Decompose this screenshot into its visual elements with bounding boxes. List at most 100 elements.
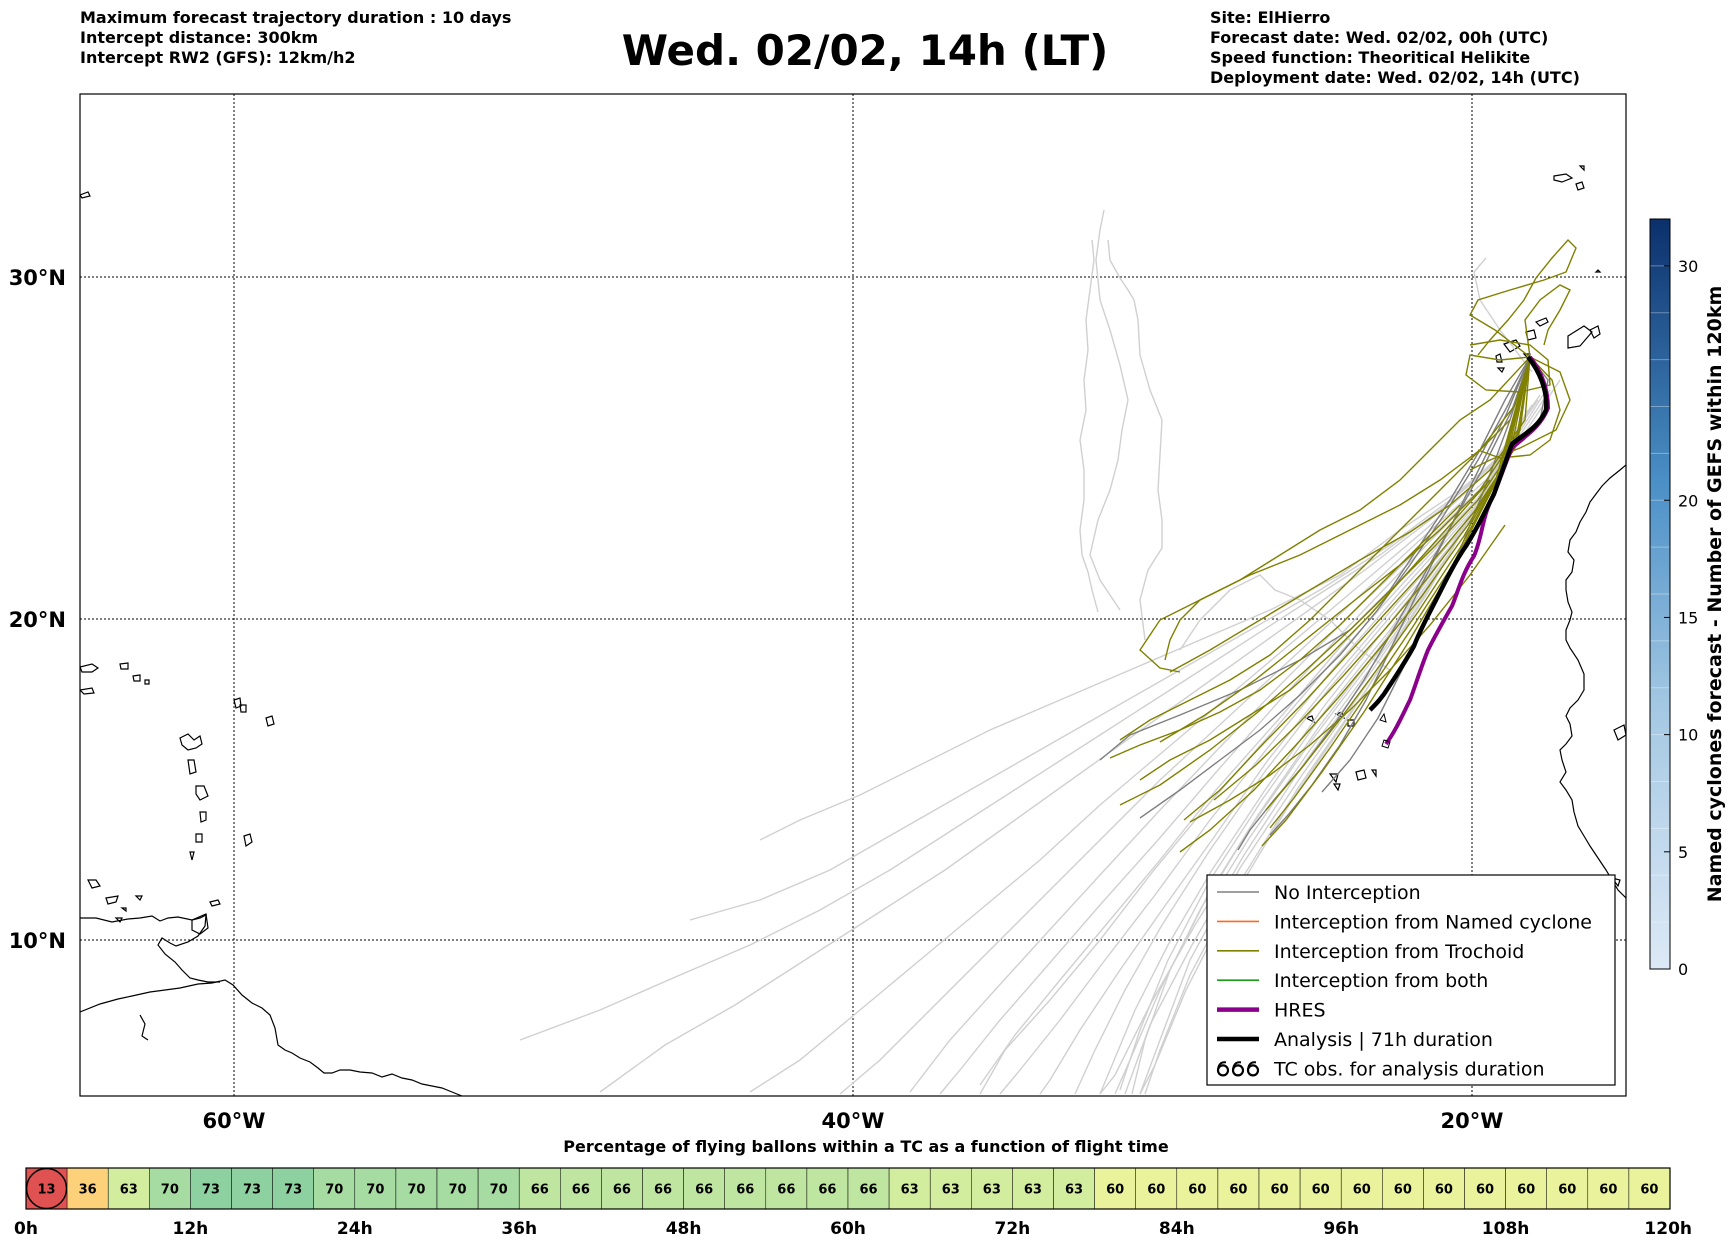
legend-item-1: No Interception <box>1217 882 1421 904</box>
map-frame <box>79 93 1627 1097</box>
timebar-cell-fill <box>1258 1167 1301 1210</box>
cyclone-icon-tail <box>1232 1061 1242 1070</box>
timebar-cell-value: 73 <box>284 1183 302 1198</box>
timebar-cell: 60 <box>1505 1167 1547 1210</box>
timebar-cell: 63 <box>107 1167 150 1210</box>
cyclone-icon <box>1231 1064 1245 1077</box>
timebar-cell-value: 63 <box>1024 1183 1042 1198</box>
coastline-south-america <box>80 979 463 1096</box>
cyclone-symbol-icon <box>1216 1061 1260 1077</box>
timebar-cell: 60 <box>1217 1167 1260 1210</box>
timebar-cell-value: 70 <box>366 1183 384 1198</box>
timebar-cell-fill <box>847 1167 890 1210</box>
legend: No Interception Interception from Named c… <box>1206 874 1616 1086</box>
timebar-cell: 70 <box>354 1167 397 1210</box>
timebar-cell: 70 <box>436 1167 479 1210</box>
timebar-cell: 13 <box>25 1167 68 1210</box>
timebar-cell: 66 <box>560 1167 602 1210</box>
island-azores-small <box>1578 165 1585 172</box>
timebar-cell-value: 63 <box>901 1183 919 1198</box>
timebar-cell: 60 <box>1423 1167 1465 1210</box>
timebar-cell-fill <box>107 1167 150 1210</box>
timebar-cell-value: 60 <box>1517 1183 1535 1198</box>
lon-label-20w: 20°W <box>1441 1109 1504 1133</box>
coastline-paria <box>80 913 220 983</box>
timebar-cell-value: 36 <box>79 1183 97 1198</box>
timebar-cell: 73 <box>231 1167 273 1210</box>
timebar-cell-value: 60 <box>1599 1183 1617 1198</box>
trajectory-beyond-window-17 <box>1114 444 1513 1095</box>
timebar-tick-label: 84h <box>1159 1219 1195 1239</box>
timebar-tick-label: 24h <box>337 1219 373 1239</box>
timebar-cell-value: 60 <box>1394 1183 1412 1198</box>
cyclone-icon-tail <box>1247 1061 1257 1070</box>
legend-label: TC obs. for analysis duration <box>1273 1058 1545 1080</box>
island-azores-terceira <box>1575 181 1585 191</box>
island-grenadines <box>189 851 195 861</box>
island-azores-sao-miguel <box>1553 173 1574 183</box>
island-lanzarote <box>1589 325 1601 339</box>
island-fuerteventura <box>1567 325 1593 349</box>
island-cape-verde-7 <box>1332 783 1341 792</box>
timebar-cell: 60 <box>1258 1167 1301 1210</box>
timebar-cell-fill <box>436 1167 479 1210</box>
timebar-tick-label: 48h <box>666 1219 702 1239</box>
trajectory-beyond-window-5 <box>749 399 1539 1093</box>
island-cape-verde-3 <box>1304 715 1316 724</box>
lat-label-20n: 20°N <box>9 608 66 632</box>
page-title: Wed. 02/02, 14h (LT) <box>0 26 1732 75</box>
legend-box <box>1206 874 1616 1086</box>
timebar-cell-value: 63 <box>942 1183 960 1198</box>
timebar-cell: 70 <box>395 1167 438 1210</box>
island-los-roques <box>114 917 123 924</box>
longitude-labels: 60°W 40°W 20°W <box>203 1109 1504 1133</box>
coastline-trinidad <box>191 913 209 935</box>
timebar-tick-label: 60h <box>830 1219 866 1239</box>
legend-label: Interception from Named cyclone <box>1274 911 1592 933</box>
timebar-cell-value: 60 <box>1106 1183 1124 1198</box>
island-st-vincent <box>195 833 203 843</box>
island-d <box>233 697 242 709</box>
timebar-cell-value: 60 <box>1271 1183 1289 1198</box>
trajectory-beyond-window-18 <box>1099 447 1511 1095</box>
trajectory-no-interception-2 <box>1139 356 1531 819</box>
timebar-tick-label: 72h <box>995 1219 1031 1239</box>
trajectory-trochoid-group <box>1109 238 1577 853</box>
trajectory-beyond-window-22 <box>1139 459 1501 1095</box>
timebar-cell-fill <box>1546 1167 1589 1210</box>
trajectory-beyond-window-13 <box>1074 429 1521 1095</box>
legend-item-6: Analysis | 71h duration <box>1217 1029 1493 1051</box>
timebar-cell-fill <box>477 1167 520 1210</box>
timebar-cell: 63 <box>929 1167 972 1210</box>
legend-item-2: Interception from Named cyclone <box>1217 911 1592 933</box>
trajectory-beyond-window-4 <box>599 394 1541 1093</box>
island-tobago <box>209 899 221 907</box>
island-cape-verde-4 <box>1328 773 1339 784</box>
timebar-cell-fill <box>1012 1167 1054 1210</box>
coastline-cap-vert <box>1613 724 1626 741</box>
timebar-cell: 73 <box>190 1167 232 1210</box>
colorbar-tick-label: 30 <box>1678 257 1698 276</box>
timebar-cell-value: 66 <box>777 1183 795 1198</box>
trajectory-trochoid-10 <box>1261 356 1531 847</box>
cyclone-icon <box>1246 1064 1260 1077</box>
trajectory-trochoid-4 <box>1119 356 1531 806</box>
timebar-tick-label: 0h <box>14 1219 38 1239</box>
trajectory-trochoid-15 <box>1477 356 1561 459</box>
trajectory-trochoid-16 <box>1469 356 1571 471</box>
header-line-intercept-distance: Intercept distance: 300km <box>80 28 319 47</box>
legend-label: Analysis | 71h duration <box>1274 1029 1493 1051</box>
timebar-cell: 66 <box>765 1167 808 1210</box>
trajectory-trochoid-12 <box>1465 339 1551 393</box>
island-dominica <box>187 759 197 775</box>
island-cape-verde-5 <box>1370 769 1377 778</box>
island-guadeloupe <box>179 733 203 751</box>
colorbar-tick-label: 5 <box>1678 843 1688 862</box>
timebar-cell: 66 <box>724 1167 767 1210</box>
timebar-cell-value: 60 <box>1312 1183 1330 1198</box>
timebar-cell-value: 60 <box>1353 1183 1371 1198</box>
island-margarita <box>134 895 143 902</box>
timebar-cell-fill <box>272 1167 314 1210</box>
trajectory-beyond-window-8 <box>939 407 1531 1095</box>
timebar-cell-value: 66 <box>736 1183 754 1198</box>
